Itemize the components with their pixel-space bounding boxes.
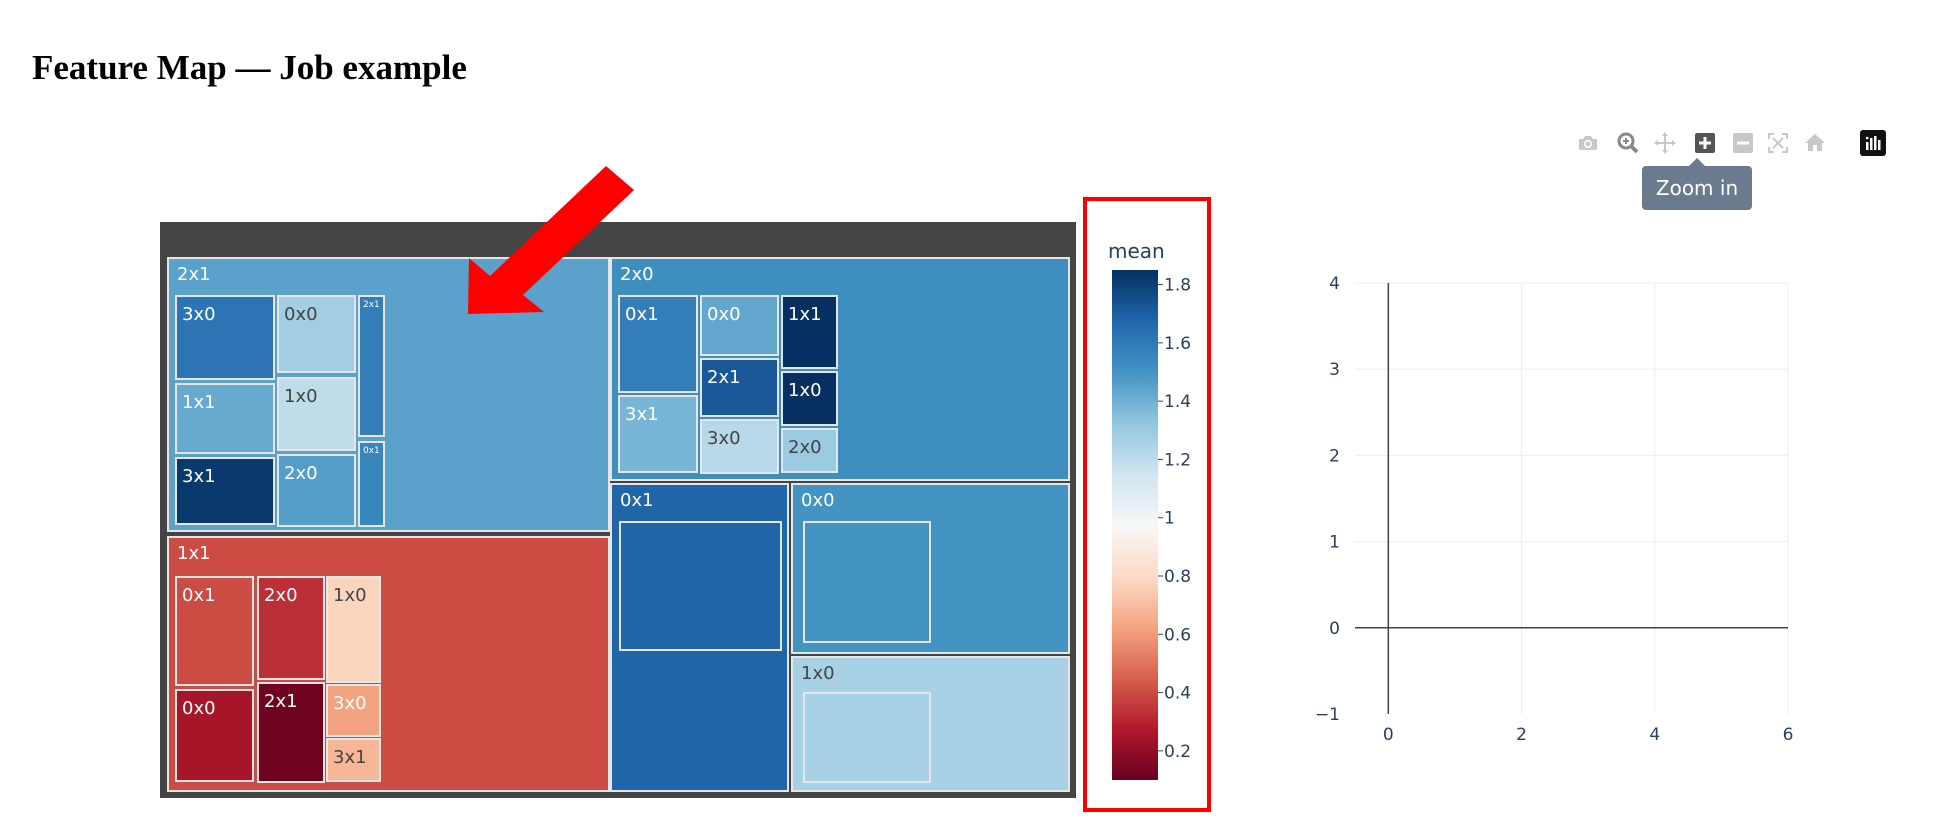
treemap-tile-label: 1x1 (177, 543, 211, 564)
treemap-subtile-label: 2x0 (264, 585, 298, 606)
treemap-subtile-label: 1x1 (788, 304, 822, 325)
treemap-subtile (803, 692, 931, 783)
treemap-subtile-label: 2x1 (264, 691, 298, 712)
colorbar-highlight-box (1083, 197, 1211, 812)
treemap-subtile (781, 295, 838, 369)
zoom-icon[interactable] (1615, 130, 1641, 156)
colorbar-title: mean (1108, 239, 1165, 263)
treemap-subtile-label: 0x0 (284, 304, 318, 325)
treemap-subtile (277, 295, 356, 373)
treemap-subtile (618, 395, 698, 473)
treemap-subtile-label: 0x1 (363, 446, 380, 456)
treemap-group: 0x0 (791, 483, 1070, 654)
treemap-subtile (175, 576, 254, 686)
x-tick-label: 6 (1783, 725, 1794, 745)
pan-icon[interactable] (1652, 130, 1678, 156)
treemap-subtile-label: 3x1 (182, 466, 216, 487)
treemap-subtile (326, 576, 381, 683)
treemap-subtile-label: 1x0 (284, 386, 318, 407)
zoom-out-icon[interactable] (1730, 130, 1756, 156)
treemap-subtile (781, 428, 838, 473)
treemap-subtile-label: 0x0 (182, 698, 216, 719)
treemap-subtile (700, 358, 779, 417)
x-tick-label: 4 (1649, 725, 1660, 745)
treemap-tile-label: 2x1 (177, 264, 211, 285)
treemap-subtile (358, 441, 385, 527)
treemap-group: 1x1 0x1 2x0 1x0 0x0 2x1 3x0 3x1 (167, 536, 610, 792)
treemap-subtile (175, 689, 254, 782)
colorbar-tick-label: 1.6 (1164, 334, 1191, 354)
treemap-subtile-label: 1x0 (788, 380, 822, 401)
treemap-subtile (618, 295, 698, 393)
treemap-subtile-label: 0x1 (625, 304, 659, 325)
camera-icon[interactable] (1575, 130, 1601, 156)
zoom-in-tooltip: Zoom in (1642, 158, 1752, 210)
treemap-group: 1x0 (791, 656, 1070, 792)
treemap-subtile (358, 295, 385, 437)
treemap-subtile (257, 576, 325, 680)
colorbar-tick-label: 0.8 (1164, 567, 1191, 587)
treemap-subtile (326, 738, 381, 782)
treemap-subtile (619, 521, 782, 651)
treemap-subtile (803, 521, 931, 643)
treemap-subtile-label: 3x0 (707, 428, 741, 449)
treemap-subtile-label: 1x0 (333, 585, 367, 606)
home-icon[interactable] (1802, 130, 1828, 156)
treemap-subtile (257, 682, 325, 783)
treemap-subtile (700, 295, 779, 356)
red-arrow-annotation (468, 166, 634, 314)
autoscale-icon[interactable] (1765, 130, 1791, 156)
treemap-group: 0x1 (610, 483, 789, 792)
x-tick-label: 0 (1383, 725, 1394, 745)
colorbar-tick-label: 0.2 (1164, 742, 1191, 762)
treemap-chart: 2x1 3x0 0x0 2x1 1x1 1x0 0x1 3x1 2x0 1x1 0x1 2x0 1x0 0… (160, 166, 1211, 812)
y-tick-label: 1 (1329, 533, 1340, 553)
y-tick-label: 0 (1329, 619, 1340, 639)
treemap-subtile-label: 3x1 (333, 747, 367, 768)
plotly-logo-icon[interactable] (1860, 130, 1886, 156)
treemap-subtile-label: 2x0 (284, 463, 318, 484)
zoom-in-icon[interactable] (1692, 130, 1718, 156)
treemap-subtile (175, 383, 275, 454)
colorbar-tick-label: 1.4 (1164, 392, 1191, 412)
treemap-tile-label: 2x0 (620, 264, 654, 285)
y-tick-label: 4 (1329, 274, 1340, 294)
y-tick-label: −1 (1315, 705, 1340, 725)
treemap-subtile-label: 2x1 (707, 367, 741, 388)
treemap-subtile-label: 3x0 (333, 693, 367, 714)
treemap-tile-label: 0x1 (620, 490, 654, 511)
treemap-subtile (781, 371, 838, 426)
treemap-subtile-label: 3x1 (625, 404, 659, 425)
treemap-subtile-label: 0x1 (182, 585, 216, 606)
page-title: Feature Map — Job example (32, 48, 467, 87)
treemap-subtile (277, 454, 356, 527)
treemap-subtile-label: 2x0 (788, 437, 822, 458)
colorbar-tick-label: 0.6 (1164, 625, 1191, 645)
treemap-subtile (175, 295, 275, 380)
treemap-subtile-label: 3x0 (182, 304, 216, 325)
colorbar-tick-label: 0.4 (1164, 684, 1191, 704)
y-tick-label: 3 (1329, 360, 1340, 380)
colorbar-tick-label: 1 (1164, 509, 1175, 529)
x-tick-label: 2 (1516, 725, 1527, 745)
colorbar (1112, 270, 1158, 780)
treemap-subtile-label: 2x1 (363, 300, 380, 310)
colorbar-tick-label: 1.8 (1164, 276, 1191, 296)
treemap-group: 2x1 3x0 0x0 2x1 1x1 1x0 0x1 3x1 2x0 (167, 257, 610, 532)
treemap-tile-label: 0x0 (801, 490, 835, 511)
treemap-subtile (326, 684, 381, 737)
modebar (1560, 130, 1920, 160)
treemap-subtile-label: 0x0 (707, 304, 741, 325)
treemap-subtile (277, 377, 356, 451)
treemap-group: 2x0 0x1 0x0 1x1 2x1 1x0 3x1 3x0 2x0 (610, 257, 1070, 481)
tooltip-text: Zoom in (1655, 176, 1739, 200)
colorbar-tick-label: 1.2 (1164, 450, 1191, 470)
treemap-tile-label: 1x0 (801, 663, 835, 684)
treemap-subtile-label: 1x1 (182, 392, 216, 413)
treemap-subtile (700, 419, 779, 474)
treemap-subtile (175, 457, 275, 525)
y-tick-label: 2 (1329, 446, 1340, 466)
